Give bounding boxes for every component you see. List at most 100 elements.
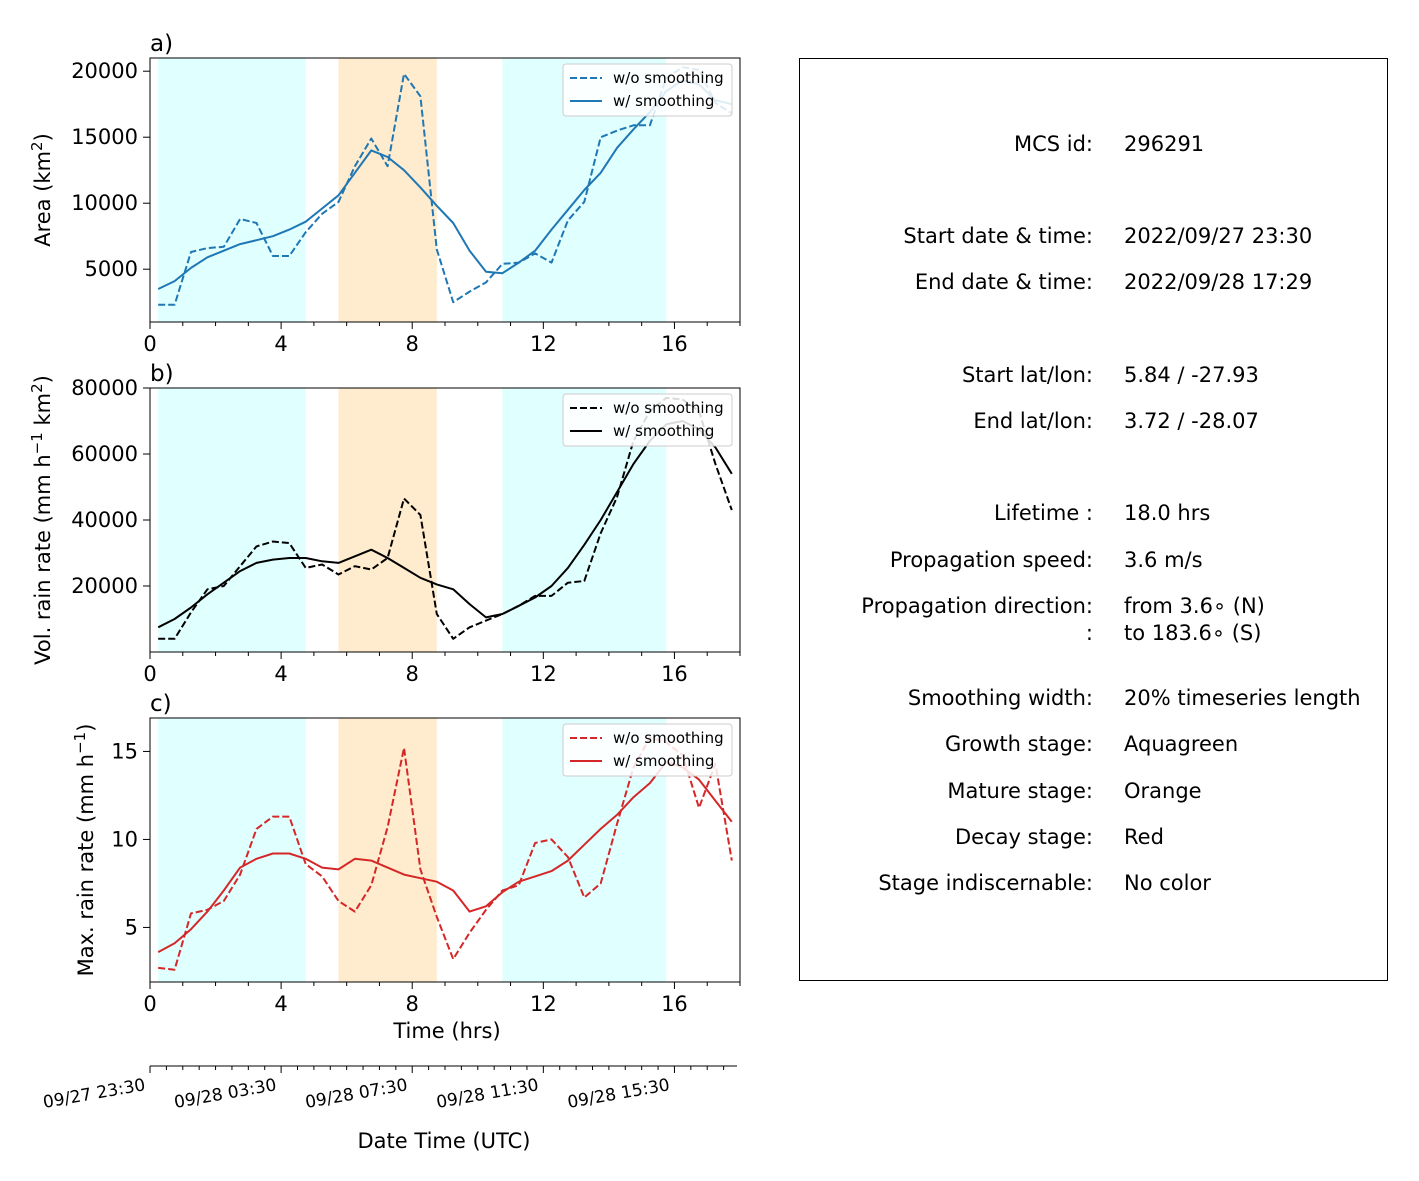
x-tick-label: 0 [143,992,156,1016]
legend-box [562,63,733,117]
y-axis-label: Vol. rain rate (mm h−1 km2) [28,375,55,665]
x-tick-label: 16 [661,662,688,686]
stage-band-mature [338,718,437,982]
legend-box [562,723,733,777]
y-tick-label: 20000 [71,59,138,83]
info-value: 296291 [1124,132,1205,156]
y-axis-label-part: ) [31,133,55,141]
y-tick-label: 5 [125,915,138,939]
info-label: : [1085,621,1093,645]
x-tick-label: 16 [661,992,688,1016]
y-axis-label: Area (km2) [28,133,55,247]
series-line-raw [158,66,733,306]
info-label: Growth stage: [944,732,1093,756]
x-tick-label: 12 [530,662,557,686]
y-axis-label-part: Vol. rain rate (mm h [31,454,55,665]
info-value: 18.0 hrs [1124,501,1211,525]
info-value: 20% timeseries length [1124,686,1361,710]
info-label: MCS id: [1013,132,1093,156]
date-tick-label: 09/27 23:30 [42,1075,147,1113]
series-line-smoothed [157,79,733,290]
legend-label: w/ smoothing [613,92,714,110]
info-label: Stage indiscernable: [878,871,1093,895]
x-tick-label: 4 [274,332,287,356]
x-tick-label: 0 [143,662,156,686]
panel-label: b) [150,361,174,387]
info-label: Mature stage: [947,779,1093,803]
legend: w/o smoothing w/ smoothing [562,723,733,777]
y-axis-label-part: ) [31,375,55,383]
legend-label: w/o smoothing [613,69,724,87]
date-axis: 09/27 23:30 09/28 03:30 09/28 07:30 09/28 1… [42,1065,737,1153]
y-tick-label: 40000 [71,508,138,532]
legend-label: w/ smoothing [613,752,714,770]
legend-box [562,393,733,447]
y-tick-label: 15 [111,739,138,763]
y-tick-label: 60000 [71,442,138,466]
y-axis-label-superscript: −1 [71,732,89,754]
info-value: 3.6 m/s [1124,548,1203,572]
info-label: End lat/lon: [973,409,1093,433]
x-tick-label: 16 [661,332,688,356]
stage-band-mature [338,388,437,652]
panel-2: 0 4 8 12 16 20000 40000 60000 80000 b) Vol. rain r… [28,361,741,686]
x-tick-label: 0 [143,332,156,356]
y-tick-label: 10000 [71,191,138,215]
y-axis-label-superscript: 2 [28,383,46,393]
info-value: 2022/09/28 17:29 [1124,270,1313,294]
date-tick-label: 09/28 07:30 [304,1075,409,1113]
series-line-smoothed [157,761,733,953]
info-label: Propagation speed: [889,548,1093,572]
panel-label: c) [150,691,172,717]
panel-label: a) [150,31,173,57]
info-label: Smoothing width: [907,686,1093,710]
info-label: Lifetime : [993,501,1093,525]
info-value: 3.72 / -28.07 [1124,409,1259,433]
y-axis-label-part: km [31,393,55,432]
panel-3: 0 4 8 12 16 5 10 15 c) Max. rain rate (mm h−1) Tim… [71,691,741,1043]
info-value: Aquagreen [1124,732,1239,756]
y-tick-label: 5000 [85,257,138,281]
stage-band-growth [158,718,306,982]
y-axis-label-superscript: 2 [28,141,46,151]
x-axis-label: Time (hrs) [392,1019,500,1043]
y-tick-label: 15000 [71,125,138,149]
y-axis-label-part: Max. rain rate (mm h [74,754,98,977]
x-tick-label: 12 [530,992,557,1016]
info-box: MCS id: 296291 Start date & time: 2022/0… [799,58,1388,981]
legend-label: w/o smoothing [613,399,724,417]
x-tick-label: 8 [406,992,419,1016]
stage-band-growth [158,58,306,322]
info-label: Start date & time: [903,224,1093,248]
info-value: Orange [1124,779,1202,803]
legend-label: w/o smoothing [613,729,724,747]
date-tick-label: 09/28 11:30 [435,1075,540,1113]
panel-1: 0 4 8 12 16 5000 10000 15000 20000 a) Area (km2) w/… [28,31,741,356]
x-tick-label: 12 [530,332,557,356]
legend: w/o smoothing w/ smoothing [562,63,733,117]
x-tick-label: 4 [274,662,287,686]
info-label: Propagation direction: [861,594,1093,618]
stage-band-growth [158,388,306,652]
y-tick-label: 20000 [71,574,138,598]
info-value: Red [1124,825,1164,849]
y-axis-label-part: ) [74,724,98,732]
y-axis-label-part: Area (km [31,151,55,247]
x-tick-label: 8 [406,662,419,686]
x-tick-label: 8 [406,332,419,356]
date-tick-label: 09/28 03:30 [173,1075,278,1113]
y-tick-label: 10 [111,827,138,851]
info-label: End date & time: [914,270,1093,294]
date-axis-label: Date Time (UTC) [358,1129,531,1153]
x-tick-label: 4 [274,992,287,1016]
legend: w/o smoothing w/ smoothing [562,393,733,447]
info-value: No color [1124,871,1211,895]
info-value: 5.84 / -27.93 [1124,363,1259,387]
legend-label: w/ smoothing [613,422,714,440]
y-axis-label-superscript: −1 [28,432,46,454]
y-axis-label: Max. rain rate (mm h−1) [71,724,98,977]
info-label: Start lat/lon: [961,363,1093,387]
info-value: 2022/09/27 23:30 [1124,224,1313,248]
y-tick-label: 80000 [71,376,138,400]
